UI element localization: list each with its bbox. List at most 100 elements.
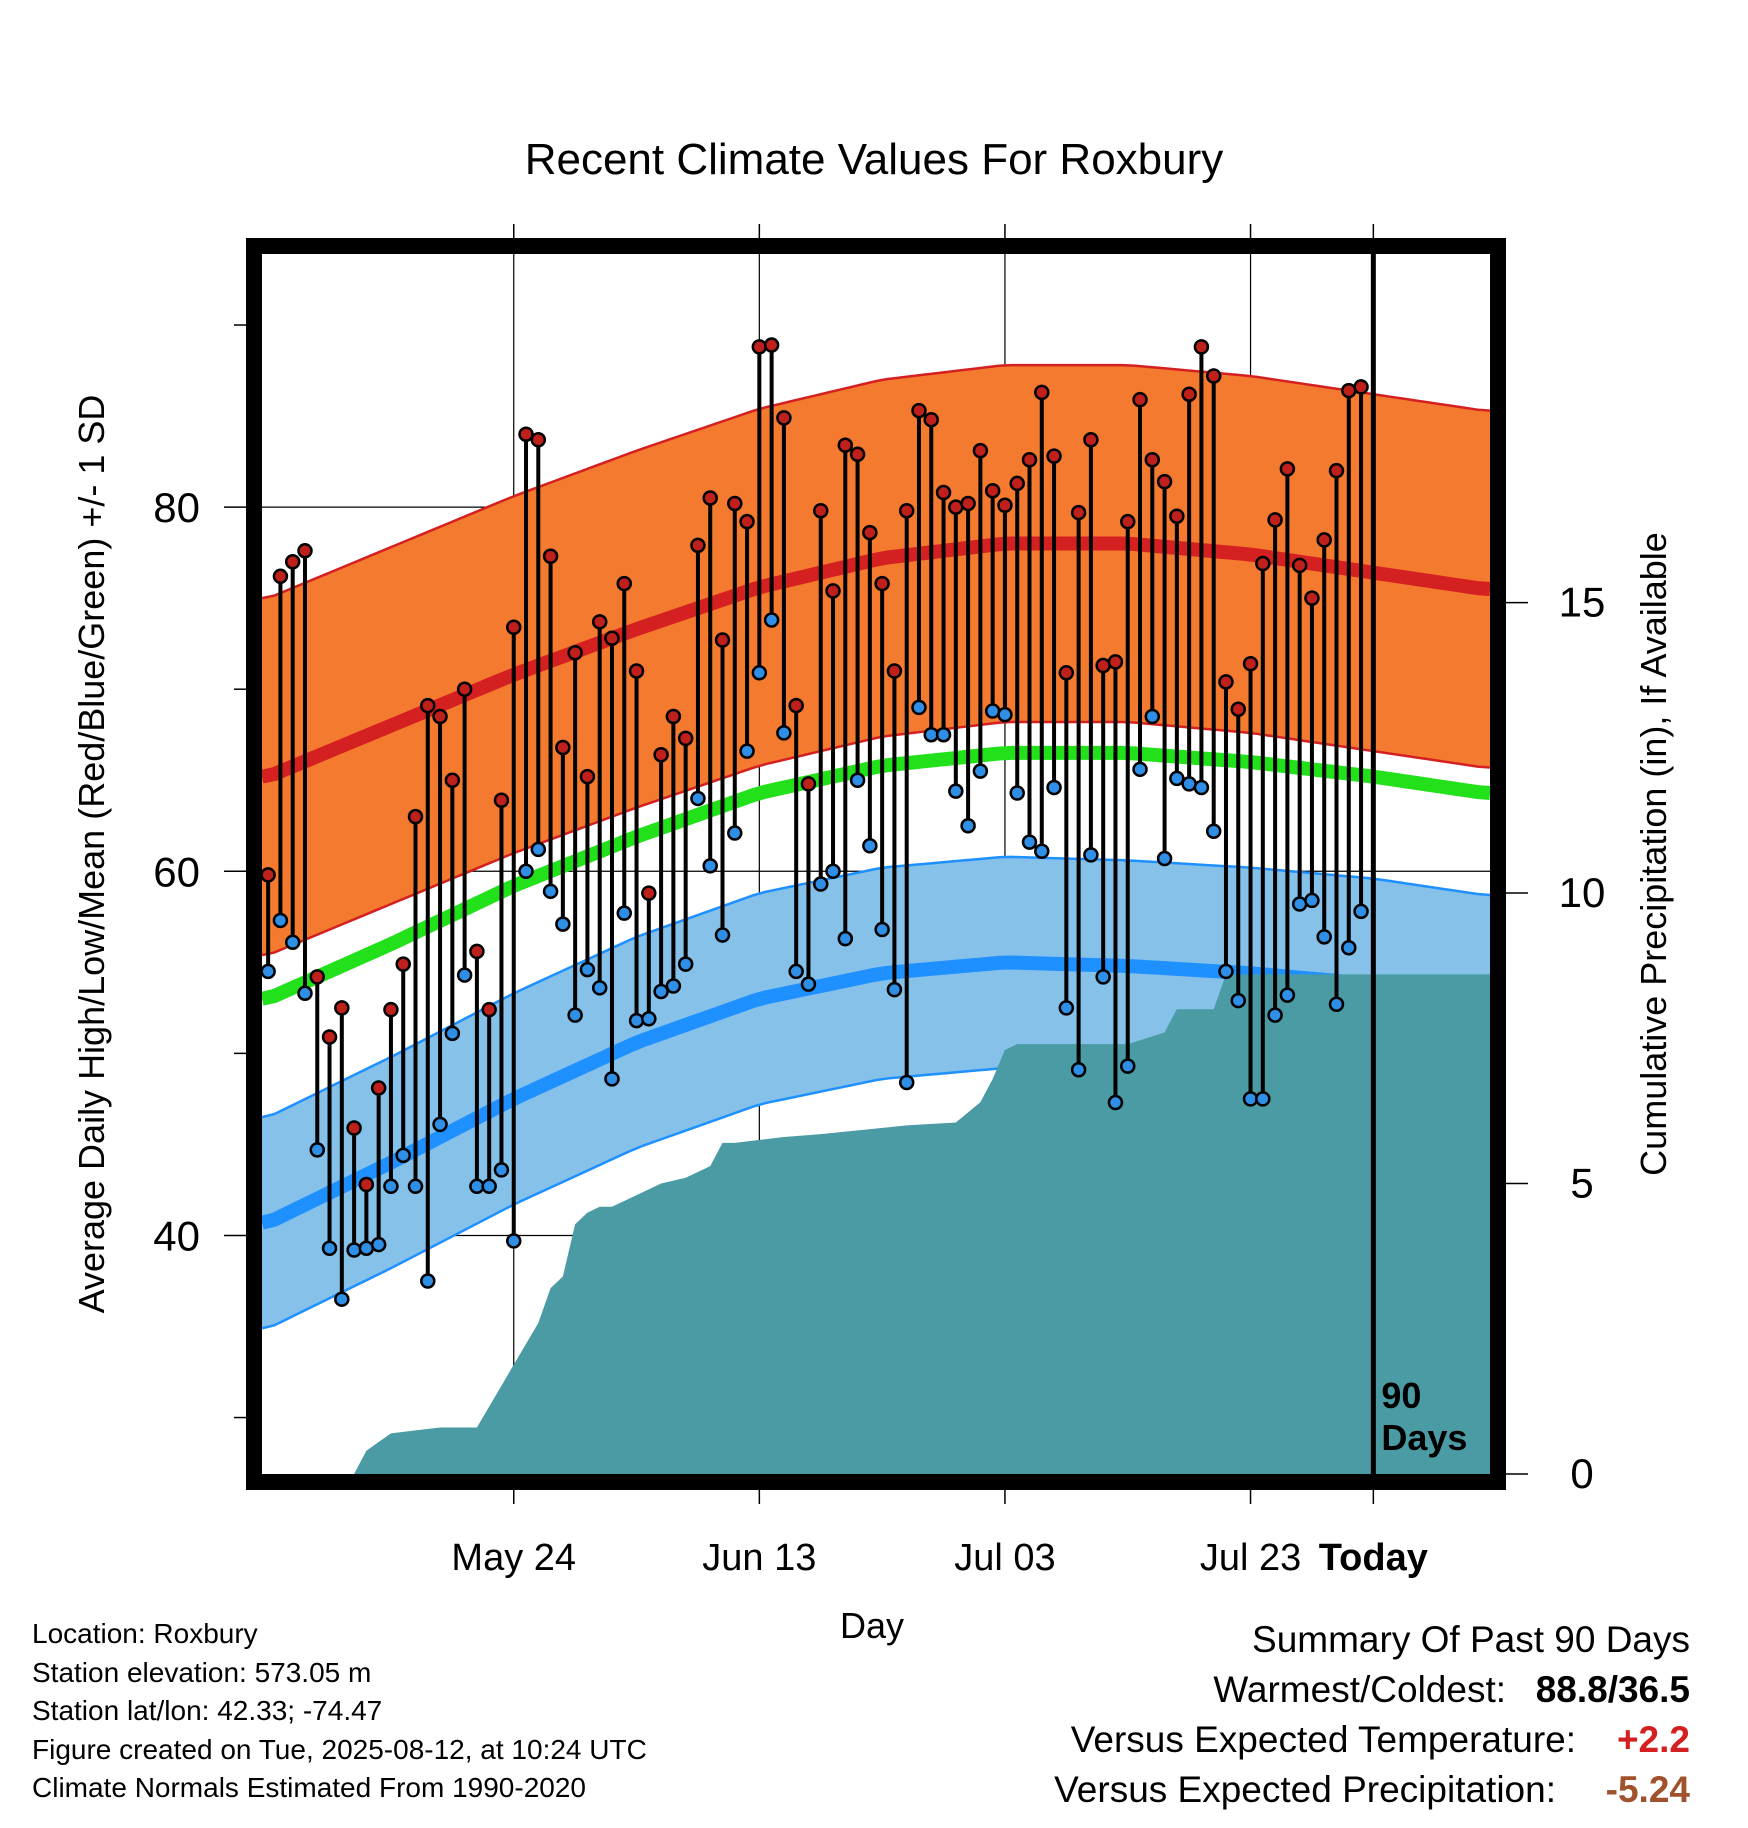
y-axis-label-right: Cumulative Precipitation (in), If Availa… xyxy=(1633,532,1674,1176)
normal-high-band xyxy=(262,365,1490,956)
warm-cold-label: Warmest/Coldest: xyxy=(1213,1669,1506,1710)
daily-low-point xyxy=(1132,761,1148,778)
daily-high-point xyxy=(862,524,878,541)
daily-low-point xyxy=(886,981,903,998)
daily-high-point xyxy=(1230,701,1247,717)
daily-low-point xyxy=(1291,896,1308,912)
daily-high-point xyxy=(984,482,1001,499)
precip-area xyxy=(268,974,1490,1474)
daily-low-point xyxy=(751,665,768,681)
daily-low-point xyxy=(444,1025,461,1042)
daily-low-point xyxy=(812,876,829,892)
daily-high-point xyxy=(751,339,768,355)
daily-low-point xyxy=(1021,834,1038,850)
daily-high-point xyxy=(997,497,1013,514)
daily-high-point xyxy=(1107,654,1124,670)
daily-low-point xyxy=(948,783,964,799)
elevation-text: Station elevation: 573.05 m xyxy=(32,1656,372,1688)
daily-low-point xyxy=(800,976,817,992)
daily-high-point xyxy=(690,537,706,554)
plot-area: 90 Days xyxy=(262,254,1490,1474)
daily-low-point xyxy=(358,1240,375,1256)
precip-value: -5.24 xyxy=(1605,1769,1690,1810)
daily-low-point xyxy=(1205,823,1222,839)
daily-high-point xyxy=(1279,461,1296,477)
daily-low-point xyxy=(407,1178,424,1195)
daily-low-point xyxy=(321,1240,338,1256)
daily-high-point xyxy=(432,708,448,725)
daily-low-point xyxy=(395,1147,411,1164)
daily-low-point xyxy=(1070,1062,1087,1078)
daily-low-point xyxy=(1218,963,1234,980)
summary-warm-cold: Warmest/Coldest: 88.8/36.5 xyxy=(1054,1665,1690,1715)
daily-high-point xyxy=(874,575,890,592)
daily-low-point xyxy=(1144,708,1161,725)
daily-low-point xyxy=(1119,1058,1136,1074)
daily-high-point xyxy=(493,792,510,809)
x-tick-label: Today xyxy=(1319,1537,1428,1579)
y-axis-label-left: Average Daily High/Low/Mean (Red/Blue/Gr… xyxy=(71,395,112,1314)
daily-high-point xyxy=(972,442,989,459)
daily-high-point xyxy=(505,619,522,636)
daily-high-point xyxy=(1193,339,1210,355)
daily-high-point xyxy=(542,548,559,565)
daily-low-point xyxy=(555,916,571,932)
daily-high-point xyxy=(935,484,952,501)
daily-low-point xyxy=(714,927,731,943)
summary-precip: Versus Expected Precipitation: -5.24 xyxy=(1054,1765,1690,1815)
daily-high-point xyxy=(1242,655,1259,672)
daily-low-point xyxy=(493,1162,510,1178)
daily-low-point xyxy=(481,1178,497,1195)
daily-low-point xyxy=(960,818,976,834)
daily-low-point xyxy=(1316,929,1332,945)
daily-low-point xyxy=(825,863,841,880)
daily-low-point xyxy=(1095,969,1111,985)
daily-low-point xyxy=(935,726,952,743)
daily-low-point xyxy=(1169,770,1185,787)
daily-low-point xyxy=(505,1233,522,1249)
daily-low-point xyxy=(262,963,276,980)
daily-high-point xyxy=(395,956,411,972)
daily-high-point xyxy=(714,632,731,648)
normal-mean-line xyxy=(262,745,1490,1006)
daily-low-point xyxy=(530,841,547,858)
x-tick-label: May 24 xyxy=(451,1537,576,1579)
daily-high-point xyxy=(1058,665,1075,681)
daily-low-point xyxy=(284,934,301,951)
summary-heading: Summary Of Past 90 Days xyxy=(1252,1619,1690,1660)
normals-text: Climate Normals Estimated From 1990-2020 xyxy=(32,1772,586,1803)
daily-low-point xyxy=(346,1242,362,1258)
daily-high-point xyxy=(1181,386,1197,402)
daily-high-point xyxy=(604,630,620,646)
daily-low-point xyxy=(1267,1007,1283,1023)
warm-cold-value: 88.8/36.5 xyxy=(1535,1669,1690,1710)
daily-high-point xyxy=(1267,512,1283,528)
daily-low-point xyxy=(579,961,596,978)
daily-high-point xyxy=(591,614,608,630)
daily-high-point xyxy=(1304,590,1320,606)
y-left-tick-label: 80 xyxy=(153,484,200,531)
y-right-tick-label: 15 xyxy=(1559,579,1606,626)
daily-low-point xyxy=(297,985,313,1002)
summary-panel: Summary Of Past 90 Days Warmest/Coldest:… xyxy=(1054,1615,1690,1815)
daily-high-point xyxy=(518,426,534,443)
precip-label: Versus Expected Precipitation: xyxy=(1054,1769,1556,1810)
daily-high-point xyxy=(665,708,682,725)
today-days-label: 90 Days xyxy=(1381,1375,1467,1458)
daily-high-point xyxy=(1169,508,1185,524)
daily-low-point xyxy=(1279,987,1296,1003)
daily-high-point xyxy=(358,1176,375,1193)
daily-high-point xyxy=(727,495,743,512)
daily-low-point xyxy=(1328,996,1345,1012)
daily-low-point xyxy=(1230,992,1247,1009)
daily-high-point xyxy=(739,513,755,530)
temp-label: Versus Expected Temperature: xyxy=(1070,1719,1576,1760)
daily-high-point xyxy=(911,402,927,419)
daily-high-point xyxy=(321,1029,338,1045)
daily-high-point xyxy=(1316,532,1332,548)
daily-low-point xyxy=(567,1007,583,1023)
daily-high-point xyxy=(272,568,289,585)
daily-low-point xyxy=(677,956,694,972)
daily-high-point xyxy=(776,410,792,426)
